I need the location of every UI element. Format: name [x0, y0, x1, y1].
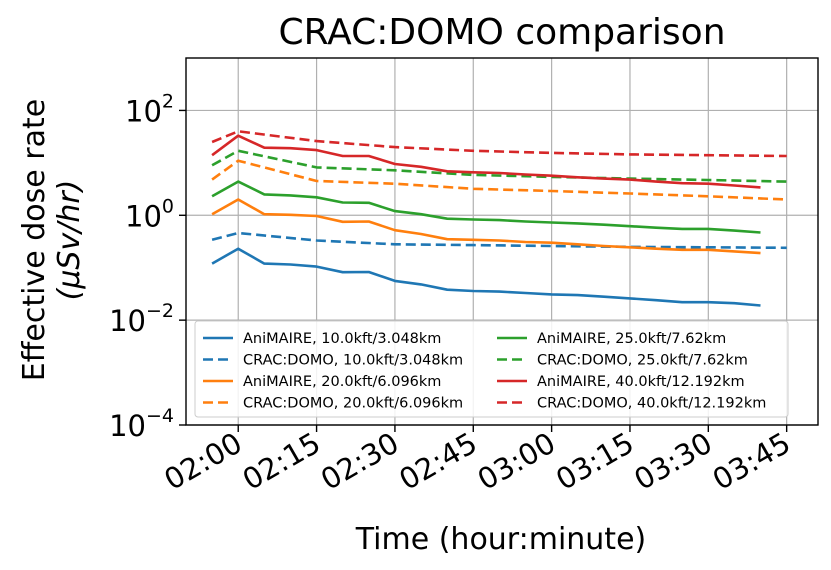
- legend-label: AniMAIRE, 10.0kft/3.048km: [243, 331, 441, 347]
- x-tick-label: 02:45: [393, 426, 482, 497]
- y-tick-label: 10−4: [109, 405, 174, 443]
- chart-title: CRAC:DOMO comparison: [278, 12, 725, 53]
- y-tick-base: 10: [125, 199, 162, 233]
- x-tick-label: 02:30: [315, 426, 404, 497]
- x-axis-label: Time (hour:minute): [355, 522, 646, 557]
- plot-frame: [185, 57, 819, 426]
- x-tick-label: 03:45: [707, 426, 796, 497]
- y-tick-exponent: 0: [162, 195, 174, 217]
- legend: AniMAIRE, 10.0kft/3.048km CRAC:DOMO, 10.0…: [194, 320, 789, 418]
- x-tick-label: 02:15: [237, 426, 326, 497]
- legend-box: [194, 320, 789, 418]
- y-tick-exponent: −4: [146, 405, 174, 427]
- legend-label: CRAC:DOMO, 40.0kft/12.192km: [537, 396, 766, 412]
- y-tick-exponent: 2: [162, 90, 174, 112]
- x-tick-label: 03:00: [472, 426, 561, 497]
- series-line-1: [211, 247, 761, 307]
- y-tick-label: 102: [125, 90, 174, 128]
- x-tick-label: 03:30: [628, 426, 717, 497]
- y-tick-base: 10: [125, 94, 162, 128]
- series-line-7: [211, 134, 761, 189]
- y-axis-label-main: Effective dose rate: [17, 99, 52, 381]
- y-tick-base: 10: [109, 304, 146, 338]
- legend-label: CRAC:DOMO, 10.0kft/3.048km: [243, 353, 463, 369]
- x-tick-label: 03:15: [550, 426, 639, 497]
- series-line-8: [211, 130, 787, 158]
- y-tick-exponent: −2: [146, 300, 174, 322]
- y-tick-label: 10−2: [109, 300, 174, 338]
- legend-label: AniMAIRE, 25.0kft/7.62km: [537, 331, 726, 347]
- series-line-2: [211, 231, 787, 250]
- legend-label: CRAC:DOMO, 25.0kft/7.62km: [537, 353, 748, 369]
- series-line-4: [211, 159, 787, 201]
- legend-label: AniMAIRE, 40.0kft/12.192km: [537, 374, 745, 390]
- series-line-5: [211, 180, 761, 234]
- legend-label: AniMAIRE, 20.0kft/6.096km: [243, 374, 441, 390]
- y-axis-label-units: (μSv/hr): [52, 180, 87, 301]
- x-tick-label: 02:00: [158, 426, 247, 497]
- y-tick-base: 10: [109, 409, 146, 443]
- plot-area: [211, 130, 787, 307]
- y-axis-label: Effective dose rate (μSv/hr): [17, 99, 87, 381]
- legend-label: CRAC:DOMO, 20.0kft/6.096km: [243, 396, 463, 412]
- series-line-3: [211, 198, 761, 255]
- y-tick-label: 100: [125, 195, 174, 233]
